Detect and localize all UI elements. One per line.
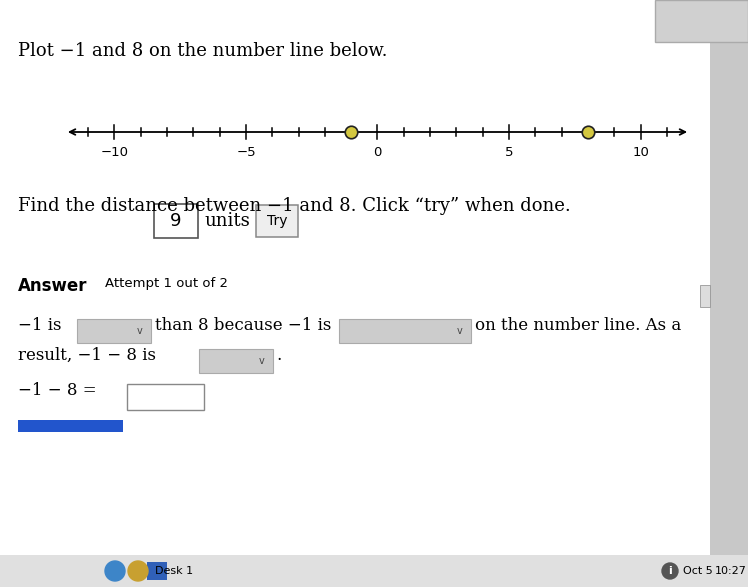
Text: Answer: Answer bbox=[18, 277, 88, 295]
FancyBboxPatch shape bbox=[0, 0, 710, 557]
FancyBboxPatch shape bbox=[147, 562, 167, 580]
Text: v: v bbox=[259, 356, 265, 366]
FancyBboxPatch shape bbox=[18, 420, 123, 432]
FancyBboxPatch shape bbox=[339, 319, 471, 343]
Text: 0: 0 bbox=[373, 146, 381, 159]
FancyBboxPatch shape bbox=[700, 285, 710, 307]
FancyBboxPatch shape bbox=[154, 204, 198, 238]
Text: −10: −10 bbox=[100, 146, 129, 159]
Text: Plot −1 and 8 on the number line below.: Plot −1 and 8 on the number line below. bbox=[18, 42, 387, 60]
Text: v: v bbox=[457, 326, 463, 336]
Circle shape bbox=[662, 563, 678, 579]
FancyBboxPatch shape bbox=[127, 384, 204, 410]
Text: on the number line. As a: on the number line. As a bbox=[475, 317, 681, 334]
Text: result, −1 − 8 is: result, −1 − 8 is bbox=[18, 347, 156, 364]
Text: 10:27: 10:27 bbox=[715, 566, 747, 576]
Text: Find the distance between −1 and 8. Click “try” when done.: Find the distance between −1 and 8. Clic… bbox=[18, 197, 571, 215]
Text: 10: 10 bbox=[632, 146, 649, 159]
FancyBboxPatch shape bbox=[0, 555, 748, 587]
Text: v: v bbox=[137, 326, 143, 336]
Text: −1 − 8 =: −1 − 8 = bbox=[18, 382, 96, 399]
Text: i: i bbox=[668, 566, 672, 576]
FancyBboxPatch shape bbox=[77, 319, 151, 343]
Text: Attempt 1 out of 2: Attempt 1 out of 2 bbox=[105, 277, 228, 290]
Text: Oct 5: Oct 5 bbox=[683, 566, 713, 576]
FancyBboxPatch shape bbox=[655, 0, 748, 42]
Text: Try: Try bbox=[267, 214, 287, 228]
Text: units: units bbox=[204, 212, 250, 230]
Text: Desk 1: Desk 1 bbox=[155, 566, 193, 576]
Text: than 8 because −1 is: than 8 because −1 is bbox=[155, 317, 331, 334]
Text: .: . bbox=[276, 347, 281, 364]
FancyBboxPatch shape bbox=[256, 205, 298, 237]
FancyBboxPatch shape bbox=[710, 0, 748, 557]
Text: 9: 9 bbox=[171, 212, 182, 230]
FancyBboxPatch shape bbox=[199, 349, 273, 373]
Circle shape bbox=[105, 561, 125, 581]
Circle shape bbox=[128, 561, 148, 581]
Text: −5: −5 bbox=[236, 146, 256, 159]
Text: −1 is: −1 is bbox=[18, 317, 61, 334]
Text: 5: 5 bbox=[505, 146, 513, 159]
